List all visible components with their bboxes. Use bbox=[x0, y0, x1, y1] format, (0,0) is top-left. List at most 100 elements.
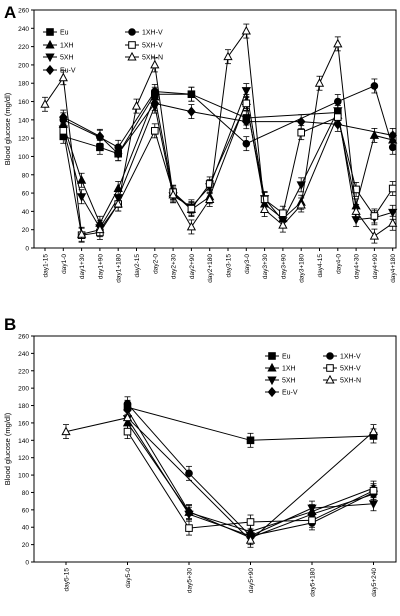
x-tick-label: day5+30 bbox=[187, 568, 194, 594]
y-tick-label: 100 bbox=[18, 473, 29, 480]
x-tick-label: day4+30 bbox=[354, 254, 361, 280]
x-tick-label: day5+240 bbox=[371, 568, 378, 597]
legend: Eu 1XH 5XH Eu-V 1XH-V 5XH-V 5XH-N bbox=[43, 28, 163, 76]
data-point bbox=[246, 518, 255, 526]
x-tick-label: day2-15 bbox=[134, 254, 141, 278]
y-tick-label: 80 bbox=[22, 172, 30, 179]
data-point bbox=[187, 204, 196, 213]
data-point bbox=[150, 59, 160, 69]
data-point bbox=[40, 99, 50, 108]
legend-label: 5XH bbox=[60, 55, 74, 62]
legend-label: 1XH bbox=[282, 366, 296, 373]
y-tick-label: 260 bbox=[18, 8, 29, 15]
data-point bbox=[334, 97, 342, 106]
series-line bbox=[63, 93, 338, 155]
y-tick-label: 20 bbox=[22, 542, 30, 549]
series-eu bbox=[123, 399, 378, 448]
x-tick-label: day2+180 bbox=[207, 254, 214, 283]
legend-marker bbox=[267, 376, 277, 386]
data-point bbox=[370, 212, 379, 220]
data-point bbox=[241, 25, 251, 35]
data-point bbox=[368, 426, 379, 436]
data-point bbox=[333, 38, 343, 48]
data-point bbox=[334, 113, 342, 121]
data-point bbox=[246, 436, 255, 445]
legend-label: 5XH bbox=[282, 378, 296, 385]
x-tick-label: day4+180 bbox=[390, 254, 397, 283]
y-tick-label: 260 bbox=[18, 334, 29, 341]
x-tick-label: day5+90 bbox=[248, 568, 255, 594]
data-point bbox=[76, 193, 87, 202]
data-point bbox=[369, 486, 378, 495]
data-point bbox=[187, 106, 196, 117]
y-tick-label: 40 bbox=[22, 209, 30, 216]
data-point bbox=[76, 175, 87, 184]
legend-label: 5XH-V bbox=[142, 43, 163, 50]
data-point bbox=[186, 221, 197, 231]
data-point bbox=[308, 516, 316, 525]
x-tick-label: day4-0 bbox=[335, 254, 342, 274]
data-point bbox=[113, 198, 123, 208]
y-tick-label: 120 bbox=[18, 455, 29, 462]
y-tick-label: 160 bbox=[18, 420, 29, 427]
data-point bbox=[369, 230, 380, 240]
legend-marker bbox=[325, 374, 335, 384]
data-point bbox=[187, 90, 196, 99]
legend: Eu 1XH 5XH Eu-V 1XH-V 5XH-V 5XH-N bbox=[265, 352, 361, 398]
plot-frame bbox=[33, 335, 397, 563]
panel-letter: A bbox=[4, 3, 16, 22]
legend-label: 5XH-N bbox=[142, 55, 163, 62]
legend-marker bbox=[45, 64, 55, 76]
series-line bbox=[62, 95, 393, 225]
x-tick-label: day1-15 bbox=[43, 254, 50, 278]
x-tick-label: day3+30 bbox=[262, 254, 269, 280]
data-point bbox=[123, 400, 132, 408]
legend-marker bbox=[127, 51, 137, 61]
y-tick-label: 200 bbox=[18, 62, 29, 69]
data-point bbox=[96, 143, 104, 152]
data-point bbox=[241, 87, 251, 96]
x-tick-label: day2+90 bbox=[189, 254, 196, 280]
series-5xh bbox=[58, 83, 398, 236]
x-tick-label: day4-15 bbox=[317, 254, 324, 278]
x-tick-label: day3+90 bbox=[280, 254, 287, 280]
data-point bbox=[185, 469, 193, 478]
data-point bbox=[76, 229, 87, 238]
data-point bbox=[223, 51, 233, 61]
panel-letter: B bbox=[4, 315, 16, 334]
legend-marker bbox=[267, 362, 277, 372]
data-point bbox=[388, 143, 397, 152]
data-point bbox=[388, 218, 398, 227]
legend-label: Eu bbox=[60, 30, 69, 37]
data-point bbox=[150, 98, 160, 109]
data-point bbox=[205, 194, 215, 203]
data-point bbox=[95, 224, 105, 234]
legend-marker bbox=[326, 352, 334, 360]
x-tick-label: day2+30 bbox=[171, 254, 178, 280]
legend-marker bbox=[268, 352, 276, 360]
plot-frame bbox=[33, 9, 397, 249]
legend-label: 1XH-V bbox=[142, 30, 163, 37]
data-point bbox=[297, 128, 305, 137]
x-tick-label: day3-0 bbox=[244, 254, 251, 274]
x-tick-label: day3-15 bbox=[226, 254, 233, 278]
data-point bbox=[388, 184, 397, 193]
x-tick-label: day3+180 bbox=[299, 254, 306, 283]
data-point bbox=[245, 535, 256, 544]
y-tick-label: 60 bbox=[22, 191, 30, 198]
x-tick-label: day5-0 bbox=[125, 568, 132, 588]
series-line bbox=[62, 88, 393, 229]
data-point bbox=[370, 82, 379, 90]
chart-panel-b: B 0 20 40 60 80 100 120 140 160 180 200 220 240 260 Blo… bbox=[3, 315, 397, 597]
data-point bbox=[296, 199, 306, 209]
series-line bbox=[44, 29, 393, 237]
series-5xh-n bbox=[40, 23, 398, 244]
chart-panel-a: A 0 20 40 60 80 100 120 140 160 180 200 220 240 260 Blo… bbox=[3, 3, 398, 283]
y-tick-label: 40 bbox=[22, 525, 30, 532]
y-tick-label: 120 bbox=[18, 136, 29, 143]
data-point bbox=[58, 72, 68, 82]
data-point bbox=[151, 127, 159, 135]
data-point bbox=[242, 116, 251, 127]
x-tick-label: day1+90 bbox=[97, 254, 104, 280]
data-point bbox=[278, 219, 288, 229]
